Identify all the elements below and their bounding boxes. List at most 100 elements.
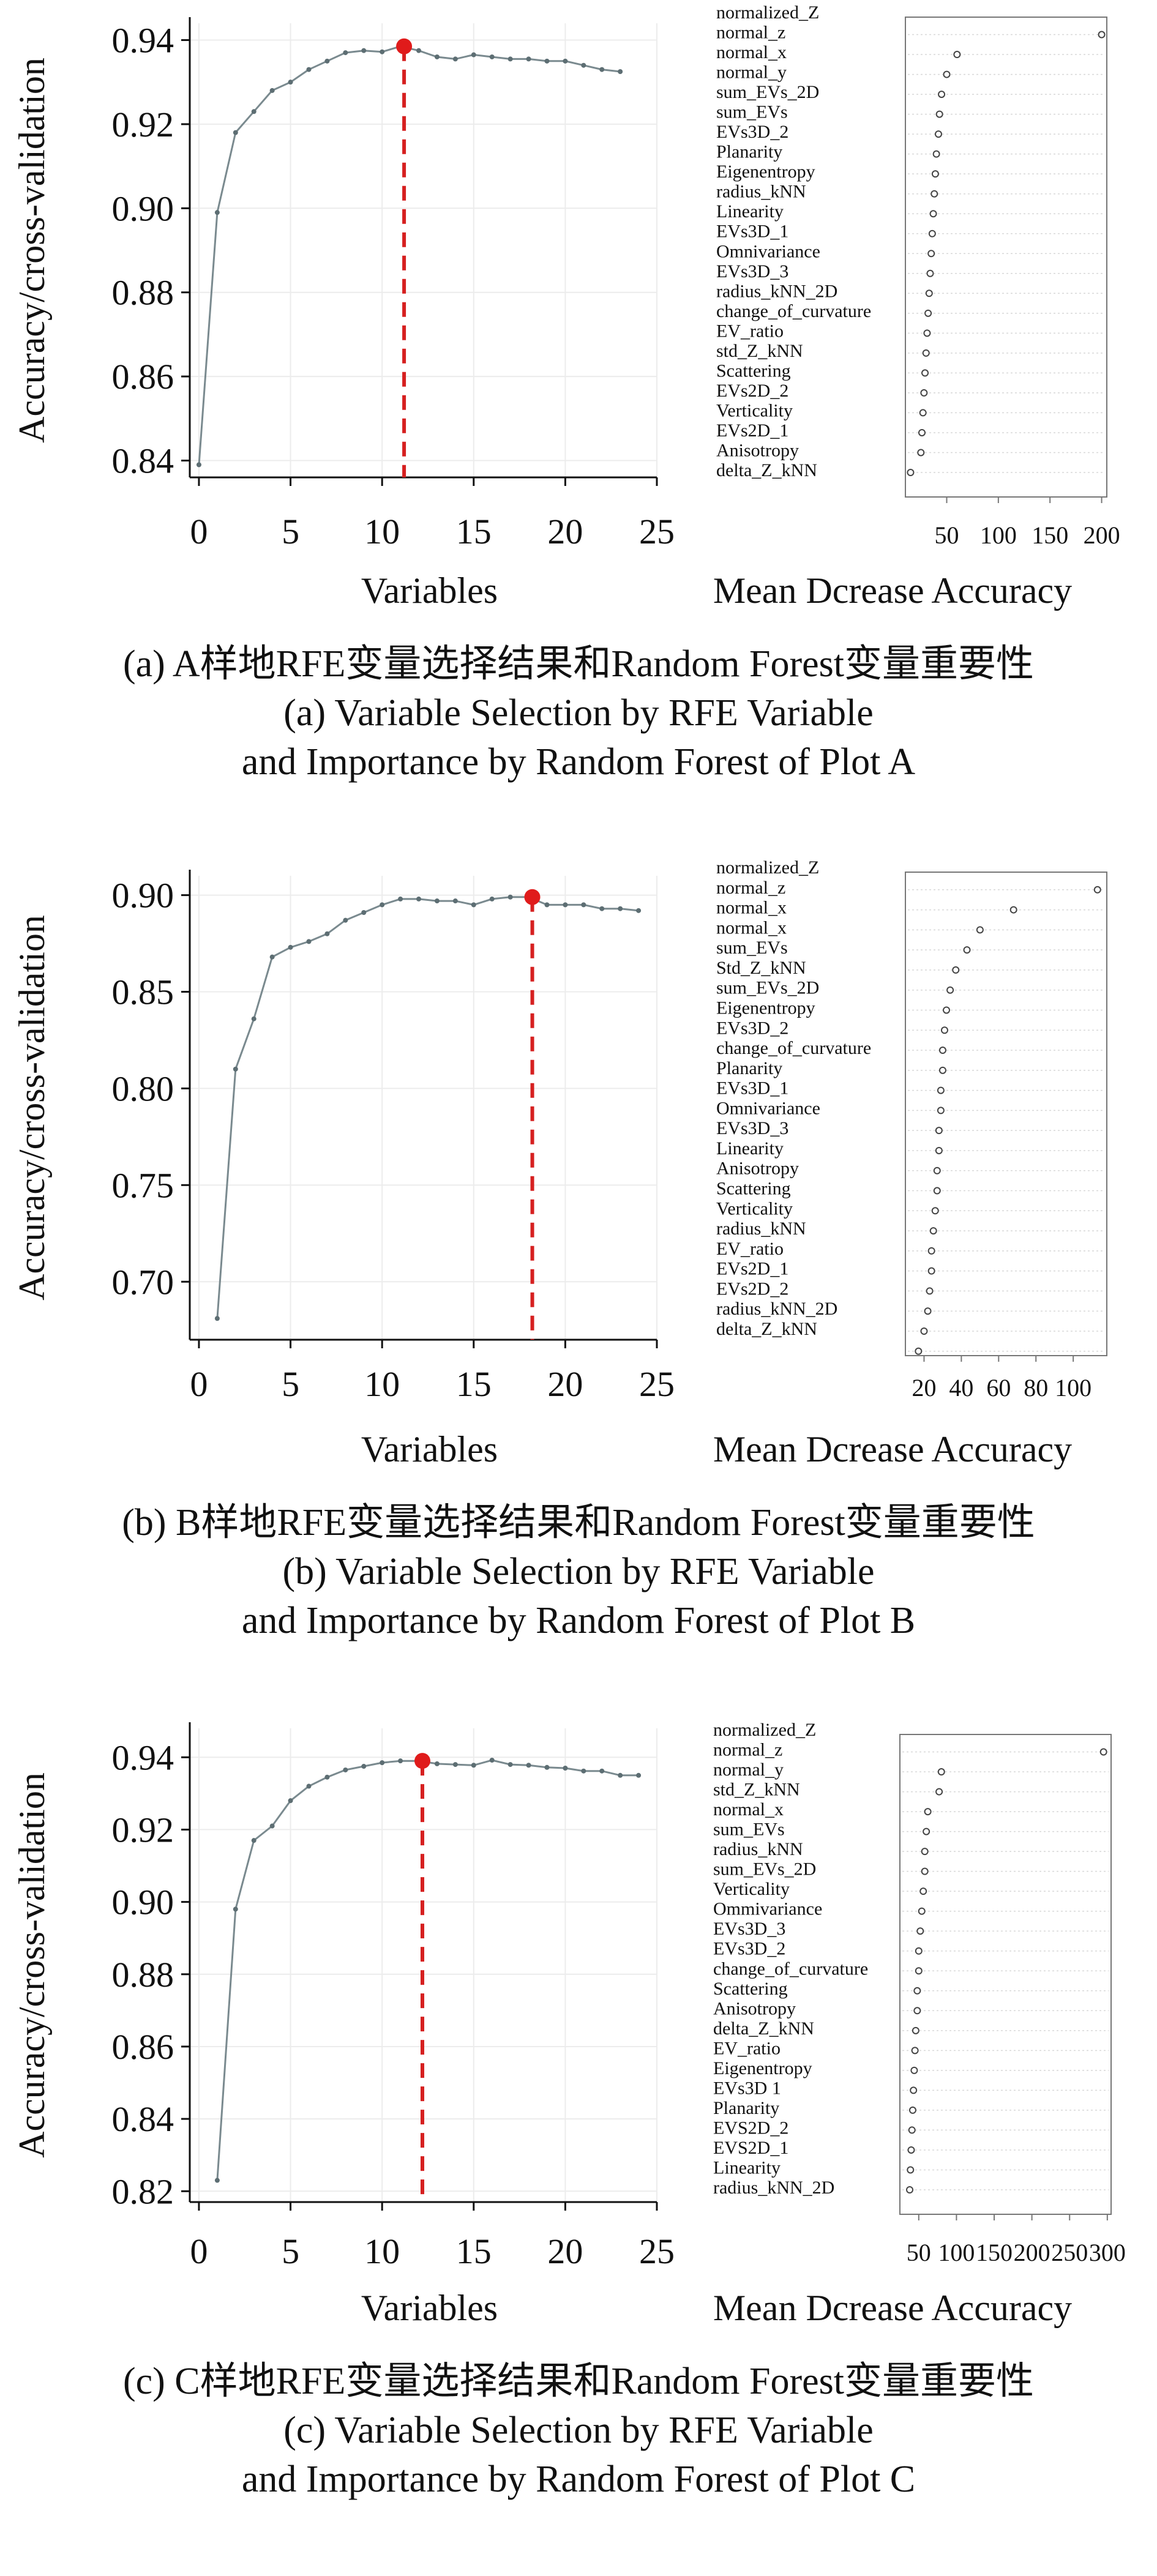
accuracy-point: [581, 1768, 586, 1774]
feature-label: delta_Z_kNN: [713, 2018, 814, 2039]
importance-x-tick-label: 60: [986, 1374, 1011, 1402]
accuracy-point: [233, 1906, 238, 1912]
importance-point: [910, 2066, 918, 2074]
accuracy-point: [269, 954, 275, 960]
accuracy-point: [489, 54, 495, 59]
importance-x-axis-title: Mean Dcrease Accuracy: [713, 570, 1072, 611]
caption-a-line3: and Importance by Random Forest of Plot …: [241, 741, 916, 783]
importance-point: [935, 1127, 943, 1135]
accuracy-point: [471, 52, 476, 58]
accuracy-point: [269, 1823, 275, 1829]
accuracy-point: [233, 1066, 238, 1072]
x-tick-label: 10: [364, 1364, 400, 1404]
feature-label: EVs3D_3: [716, 1118, 788, 1138]
importance-point: [906, 2186, 914, 2193]
feature-label: EVS2D_2: [713, 2118, 788, 2138]
feature-label: radius_kNN_2D: [713, 2178, 834, 2198]
feature-label: EVs3D_2: [716, 122, 788, 142]
importance-point: [935, 110, 943, 118]
importance-point: [926, 1287, 934, 1295]
importance-point: [935, 1146, 943, 1154]
accuracy-point: [471, 1763, 476, 1768]
accuracy-point: [618, 906, 623, 911]
x-tick-label: 20: [547, 512, 583, 551]
feature-label: EV_ratio: [716, 1239, 784, 1259]
importance-frame: [905, 17, 1107, 498]
accuracy-point: [434, 898, 440, 904]
feature-label: delta_Z_kNN: [716, 460, 817, 480]
y-tick-label: 0.86: [112, 357, 174, 397]
accuracy-point: [599, 1768, 605, 1774]
importance-point: [916, 1927, 924, 1935]
importance-x-axis-title: Mean Dcrease Accuracy: [713, 1429, 1072, 1469]
caption-a: (a) A样地RFE变量选择结果和Random Forest变量重要性 (a) …: [0, 640, 1157, 786]
caption-c-line2: (c) Variable Selection by RFE Variable: [283, 2410, 874, 2451]
y-tick-label: 0.88: [112, 1955, 174, 1995]
feature-label: EVs3D_1: [716, 1078, 788, 1099]
feature-label: Planarity: [713, 2098, 779, 2118]
x-axis-title: Variables: [361, 570, 498, 611]
feature-label: delta_Z_kNN: [716, 1319, 817, 1339]
accuracy-point: [416, 48, 422, 53]
importance-point: [928, 230, 936, 237]
importance-x-tick-label: 300: [1089, 2239, 1126, 2266]
caption-a-line2: (a) Variable Selection by RFE Variable: [283, 692, 874, 734]
x-tick-label: 15: [456, 512, 492, 551]
importance-frame: [905, 872, 1107, 1356]
feature-label: EVs3D_3: [713, 1919, 785, 1939]
feature-label: radius_kNN: [716, 182, 806, 202]
y-axis-title: Accuracy/cross-validation: [12, 58, 52, 443]
accuracy-series-line: [216, 896, 639, 1319]
importance-x-tick-label: 250: [1051, 2239, 1088, 2266]
importance-point: [921, 1867, 929, 1875]
importance-point: [907, 469, 915, 476]
best-subset-marker: [524, 889, 541, 905]
accuracy-point: [324, 1774, 330, 1780]
importance-point: [919, 1887, 927, 1895]
x-tick-label: 5: [282, 1364, 299, 1404]
feature-label: Anisotropy: [713, 1998, 796, 2018]
accuracy-point: [434, 54, 440, 59]
feature-label: sum_EVs_2D: [716, 82, 819, 102]
feature-label: EV_ratio: [716, 321, 784, 341]
caption-b-line2: (b) Variable Selection by RFE Variable: [282, 1551, 875, 1592]
importance-point: [937, 1086, 945, 1094]
feature-label: normal_z: [716, 23, 785, 43]
feature-label: normal_x: [716, 42, 787, 62]
importance-point: [927, 250, 935, 258]
accuracy-point: [343, 917, 348, 923]
y-tick-label: 0.94: [112, 1738, 174, 1777]
feature-label: change_of_curvature: [716, 1038, 871, 1058]
accuracy-point: [306, 939, 312, 944]
feature-label: Planarity: [716, 142, 782, 162]
feature-label: EVs3D_1: [716, 222, 788, 242]
importance-point: [933, 1187, 941, 1195]
importance-point: [924, 1307, 932, 1315]
caption-a-line1: (a) A样地RFE变量选择结果和Random Forest变量重要性: [123, 643, 1034, 685]
feature-label: Verticality: [716, 1198, 793, 1219]
y-tick-label: 0.70: [112, 1262, 174, 1302]
importance-point: [976, 926, 984, 934]
accuracy-point: [251, 1838, 256, 1843]
feature-label: Anisotropy: [716, 1159, 799, 1179]
x-axis-title: Variables: [361, 1429, 498, 1469]
feature-label: EVs2D_2: [716, 1279, 788, 1299]
importance-point: [929, 1227, 937, 1235]
accuracy-point: [599, 67, 605, 72]
importance-frame: [899, 1734, 1112, 2215]
feature-label: EVs2D_2: [716, 381, 788, 401]
importance-point: [927, 1267, 935, 1275]
feature-label: normal_z: [716, 878, 785, 898]
feature-label: Scattering: [716, 360, 791, 381]
feature-label: EVs2D_1: [716, 1259, 788, 1279]
importance-point: [918, 1907, 926, 1915]
importance-point: [917, 449, 925, 457]
accuracy-point: [269, 88, 275, 93]
caption-c-line3: and Importance by Random Forest of Plot …: [241, 2458, 916, 2500]
feature-label: normal_y: [713, 1760, 784, 1780]
accuracy-series-line: [216, 1759, 639, 2181]
caption-c-line1: (c) C样地RFE变量选择结果和Random Forest变量重要性: [123, 2361, 1034, 2402]
importance-point: [911, 2047, 919, 2055]
accuracy-point: [214, 210, 220, 215]
feature-label: EVs2D_1: [716, 420, 788, 441]
